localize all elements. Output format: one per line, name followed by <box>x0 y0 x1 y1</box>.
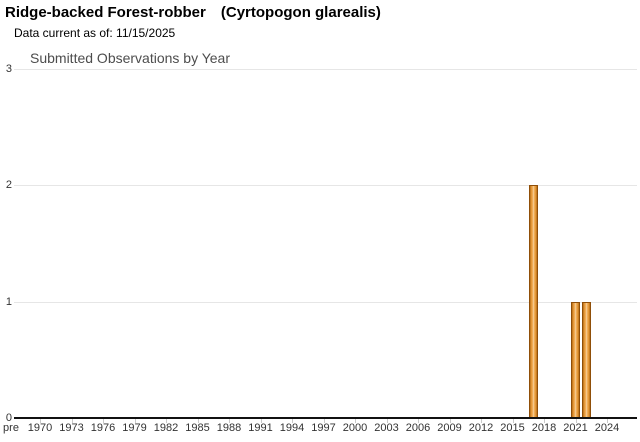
x-tick-label-2000: 2000 <box>342 422 368 434</box>
x-tick-1985 <box>197 419 199 423</box>
x-tick-1997 <box>323 419 325 423</box>
x-tick-2021 <box>575 419 577 423</box>
x-tick-label-1991: 1991 <box>248 422 273 434</box>
x-tick-label-pre: pre <box>3 422 19 434</box>
x-tick-1976 <box>103 419 104 423</box>
bar-2021 <box>571 301 580 418</box>
gridline-y-2 <box>14 185 637 186</box>
x-tick-label-2003: 2003 <box>374 422 399 434</box>
x-tick-2009 <box>449 419 451 423</box>
x-tick-2024 <box>607 419 608 423</box>
x-tick-label-2024: 2024 <box>594 422 620 434</box>
x-tick-label-1979: 1979 <box>122 422 147 434</box>
x-tick-1982 <box>166 419 167 423</box>
x-axis-line <box>14 417 637 419</box>
x-tick-label-1976: 1976 <box>90 422 116 434</box>
x-tick-2003 <box>386 419 388 423</box>
x-tick-1994 <box>292 419 293 423</box>
x-tick-label-1988: 1988 <box>216 422 242 434</box>
x-tick-2012 <box>481 419 482 423</box>
x-tick-label-2021: 2021 <box>563 422 588 434</box>
x-tick-label-1973: 1973 <box>59 422 84 434</box>
gridline-y-3 <box>14 68 637 70</box>
y-tick-label-1: 1 <box>5 295 12 308</box>
x-tick-label-1982: 1982 <box>153 422 179 434</box>
species-scientific-name: (Cyrtopogon glarealis) <box>220 4 381 21</box>
x-tick-label-2015: 2015 <box>500 422 525 434</box>
x-tick-label-1997: 1997 <box>311 422 336 434</box>
x-tick-2018 <box>544 419 545 423</box>
x-tick-label-1985: 1985 <box>185 422 210 434</box>
x-tick-2006 <box>418 419 419 423</box>
bar-2022 <box>581 301 591 418</box>
x-tick-1988 <box>229 419 230 423</box>
species-title: Ridge-backed Forest-robber (Cyrtopogon g… <box>5 4 381 21</box>
x-tick-label-2018: 2018 <box>531 422 557 434</box>
x-tick-1973 <box>71 419 73 423</box>
x-tick-label-2012: 2012 <box>468 422 494 434</box>
x-tick-label-1994: 1994 <box>279 422 305 434</box>
x-tick-2015 <box>512 419 514 423</box>
y-tick-label-0: 0 <box>5 412 12 424</box>
data-current-note: Data current as of: 11/15/2025 <box>14 26 176 40</box>
x-tick-1970 <box>40 419 41 423</box>
chart-title: Submitted Observations by Year <box>30 50 231 66</box>
x-tick-label-2006: 2006 <box>405 422 431 434</box>
gridline-y-1 <box>14 301 637 303</box>
bar-2017 <box>529 185 538 418</box>
y-tick-label-2: 2 <box>5 179 12 191</box>
x-tick-1991 <box>260 419 262 423</box>
species-common-name: Ridge-backed Forest-robber <box>5 4 206 21</box>
x-tick-label-2009: 2009 <box>437 422 462 434</box>
x-tick-2000 <box>355 419 356 423</box>
x-tick-label-1970: 1970 <box>27 422 53 434</box>
y-tick-label-3: 3 <box>5 62 12 75</box>
x-tick-1979 <box>134 419 136 423</box>
